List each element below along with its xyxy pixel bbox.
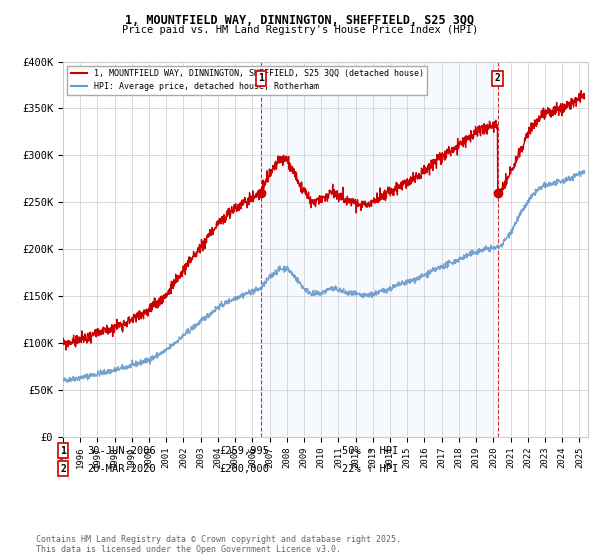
Bar	[261, 62, 497, 437]
Text: 20-MAR-2020: 20-MAR-2020	[87, 464, 156, 474]
Text: 30-JUN-2006: 30-JUN-2006	[87, 446, 156, 456]
Text: 2: 2	[494, 73, 500, 83]
Text: £259,995: £259,995	[219, 446, 269, 456]
Text: 50% ↑ HPI: 50% ↑ HPI	[342, 446, 398, 456]
Text: 1, MOUNTFIELD WAY, DINNINGTON, SHEFFIELD, S25 3QQ: 1, MOUNTFIELD WAY, DINNINGTON, SHEFFIELD…	[125, 14, 475, 27]
Text: Price paid vs. HM Land Registry's House Price Index (HPI): Price paid vs. HM Land Registry's House …	[122, 25, 478, 35]
Text: £260,000: £260,000	[219, 464, 269, 474]
Text: 2: 2	[60, 464, 66, 474]
Text: 22% ↑ HPI: 22% ↑ HPI	[342, 464, 398, 474]
Text: 1: 1	[60, 446, 66, 456]
Legend: 1, MOUNTFIELD WAY, DINNINGTON, SHEFFIELD, S25 3QQ (detached house), HPI: Average: 1, MOUNTFIELD WAY, DINNINGTON, SHEFFIELD…	[67, 66, 427, 95]
Text: 1: 1	[258, 73, 264, 83]
Text: Contains HM Land Registry data © Crown copyright and database right 2025.
This d: Contains HM Land Registry data © Crown c…	[36, 535, 401, 554]
